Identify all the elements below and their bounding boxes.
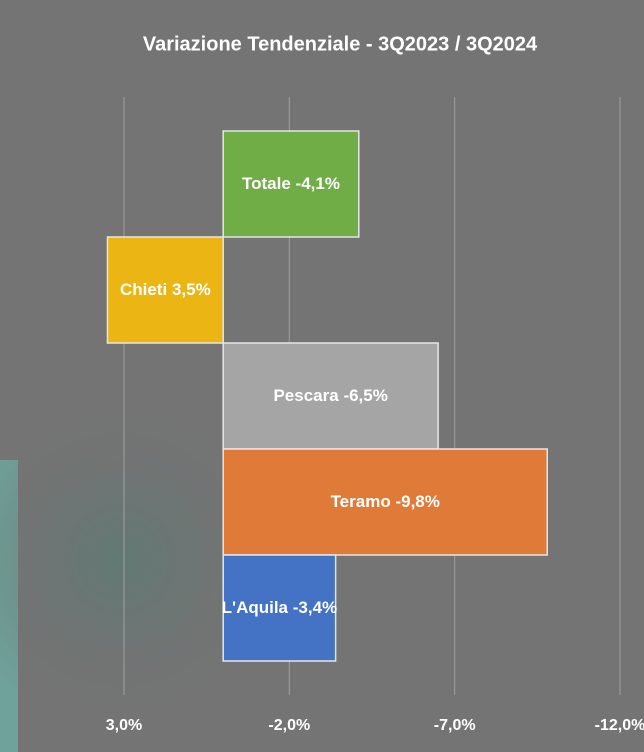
category-label: Chieti xyxy=(120,280,167,299)
category-label: Pescara xyxy=(273,386,339,405)
data-label: Teramo -9,8% xyxy=(331,492,440,511)
value-label: 3,5% xyxy=(172,280,211,299)
category-label: Totale xyxy=(242,174,291,193)
x-tick-label: -2,0% xyxy=(268,717,310,734)
value-label: -6,5% xyxy=(343,386,387,405)
category-label: Teramo xyxy=(331,492,391,511)
bar xyxy=(222,342,439,450)
x-tick-label: 3,0% xyxy=(106,717,142,734)
value-label: -3,4% xyxy=(293,598,337,617)
chart-title: Variazione Tendenziale - 3Q2023 / 3Q2024 xyxy=(143,33,538,55)
value-label: -4,1% xyxy=(296,174,340,193)
bar xyxy=(222,448,549,556)
data-label: Pescara -6,5% xyxy=(273,386,387,405)
bar xyxy=(106,236,224,344)
bar xyxy=(222,130,360,238)
data-label: Totale -4,1% xyxy=(242,174,340,193)
category-label: L'Aquila xyxy=(222,598,289,617)
x-tick-label: -12,0% xyxy=(595,717,644,734)
background-texture xyxy=(0,390,290,730)
x-tick-label: -7,0% xyxy=(434,717,476,734)
bar xyxy=(222,554,337,662)
data-label: L'Aquila -3,4% xyxy=(222,598,338,617)
value-label: -9,8% xyxy=(395,492,439,511)
data-label: Chieti 3,5% xyxy=(120,280,211,299)
